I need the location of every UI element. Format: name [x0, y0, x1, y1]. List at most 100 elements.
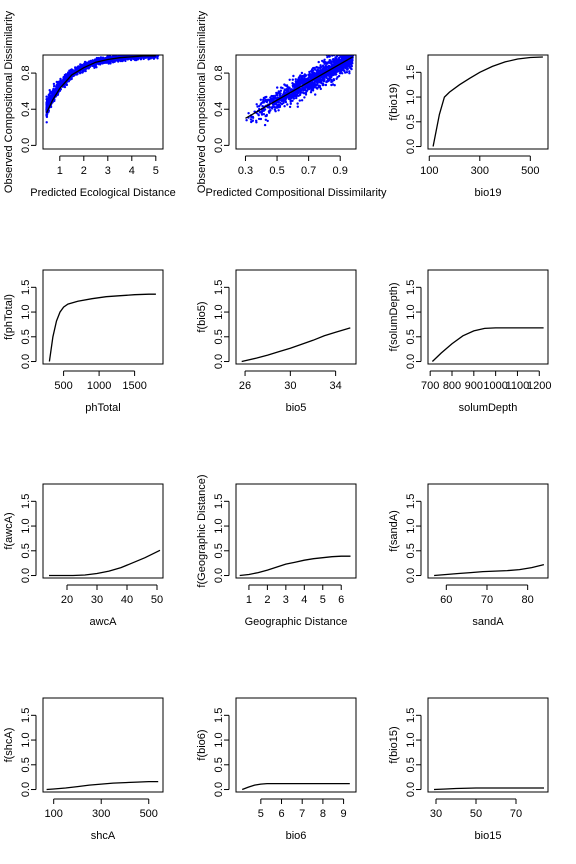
x-tick-label: 30 — [284, 380, 296, 392]
scatter-point — [260, 113, 264, 116]
scatter-point — [274, 110, 277, 113]
scatter-point — [82, 70, 85, 73]
x-tick-label: 1000 — [483, 380, 507, 392]
x-tick-label: 60 — [440, 594, 452, 606]
scatter-point — [332, 78, 336, 82]
scatter-point — [289, 93, 293, 97]
scatter-point — [271, 103, 275, 106]
scatter-point — [334, 67, 337, 71]
fit-line — [245, 56, 354, 119]
scatter-point — [53, 89, 56, 92]
scatter-point — [279, 89, 283, 92]
scatter-point — [91, 59, 94, 62]
response-curve — [48, 293, 156, 362]
y-tick-label: 1.0 — [20, 732, 32, 747]
scatter-point — [288, 105, 292, 109]
scatter-point — [295, 82, 298, 86]
scatter-point — [53, 84, 56, 88]
scatter-point — [289, 100, 292, 103]
x-tick-label: 50 — [470, 808, 482, 820]
y-axis-title: f(bio6) — [196, 729, 208, 760]
scatter-point — [92, 64, 95, 67]
scatter-point — [296, 105, 299, 108]
scatter-point — [148, 57, 151, 60]
scatter-point — [296, 102, 299, 105]
x-tick-label: 34 — [329, 380, 341, 392]
scatter-point — [79, 63, 82, 66]
y-tick-label: 0.0 — [213, 782, 225, 797]
scatter-point — [255, 103, 258, 106]
scatter-point — [291, 99, 294, 103]
scatter-point — [279, 101, 282, 105]
scatter-point — [303, 78, 306, 82]
scatter-point — [308, 70, 311, 74]
scatter-point — [284, 100, 288, 104]
scatter-point — [287, 87, 291, 90]
scatter-point — [289, 102, 292, 106]
scatter-point — [259, 117, 263, 121]
panel-8: 1 2 3 4 5 6 0.0 0.5 1.0 1.5 Geographic Distance f(G… — [196, 474, 357, 628]
scatter-point — [274, 94, 277, 97]
scatter-point — [97, 58, 100, 61]
scatter-point — [345, 56, 348, 59]
scatter-point — [317, 60, 320, 64]
scatter-point — [283, 88, 286, 91]
scatter-point — [337, 74, 341, 78]
scatter-point — [312, 84, 316, 87]
x-tick-label: 500 — [521, 165, 539, 177]
scatter-point — [301, 88, 304, 91]
scatter-point — [326, 55, 329, 59]
scatter-point — [336, 59, 339, 63]
scatter-point — [55, 80, 58, 84]
panel-3: 100 300 500 0.0 0.5 1.0 1.5 bio19 f(bio19) — [388, 54, 549, 199]
scatter-point — [347, 62, 350, 66]
scatter-point — [298, 99, 301, 102]
scatter-point — [83, 60, 87, 64]
scatter-point — [316, 81, 319, 84]
x-tick-label: 100 — [420, 165, 438, 177]
scatter-point — [123, 57, 126, 61]
scatter-point — [287, 97, 290, 101]
y-axis-title: f(shcA) — [3, 728, 15, 763]
x-axis-title: shcA — [91, 830, 116, 842]
y-tick-label: 0.0 — [213, 138, 225, 153]
x-axis-title: bio5 — [286, 402, 307, 414]
scatter-point — [297, 94, 300, 98]
y-axis-title: f(solumDepth) — [388, 282, 400, 351]
scatter-point — [342, 63, 346, 66]
scatter-point — [71, 69, 75, 73]
x-tick-label: 2 — [264, 594, 270, 606]
plot-box — [235, 697, 357, 793]
scatter-point — [335, 55, 339, 58]
scatter-point — [263, 123, 267, 127]
response-curve — [239, 555, 351, 577]
x-axis-title: Predicted Compositional Dissimilarity — [206, 187, 387, 199]
x-tick-label: 1 — [246, 594, 252, 606]
x-tick-label: 70 — [510, 808, 522, 820]
scatter-point — [109, 61, 112, 64]
scatter-point — [350, 67, 353, 71]
scatter-point — [107, 62, 110, 65]
x-tick-label: 26 — [239, 380, 251, 392]
x-tick-label: 1500 — [122, 380, 146, 392]
scatter-point — [282, 91, 286, 95]
scatter-point — [321, 64, 325, 67]
scatter-point — [262, 113, 266, 116]
scatter-point — [284, 98, 287, 101]
y-tick-label: 1.0 — [405, 518, 417, 533]
scatter-point — [62, 78, 65, 82]
x-tick-label: 4 — [129, 165, 135, 177]
scatter-point — [276, 86, 279, 89]
scatter-point — [335, 73, 338, 76]
y-tick-label: 1.0 — [213, 518, 225, 533]
x-tick-label: 1100 — [506, 380, 530, 392]
scatter-point — [292, 94, 295, 97]
scatter-point — [292, 74, 295, 78]
scatter-point — [283, 83, 286, 86]
scatter-point — [343, 69, 346, 73]
panel-2: 0.3 0.5 0.7 0.9 0.0 0.4 0.8 Predicted Compositi… — [196, 10, 387, 199]
scatter-point — [328, 75, 331, 78]
y-tick-label: 0.8 — [20, 65, 32, 80]
x-tick-label: 6 — [278, 808, 284, 820]
